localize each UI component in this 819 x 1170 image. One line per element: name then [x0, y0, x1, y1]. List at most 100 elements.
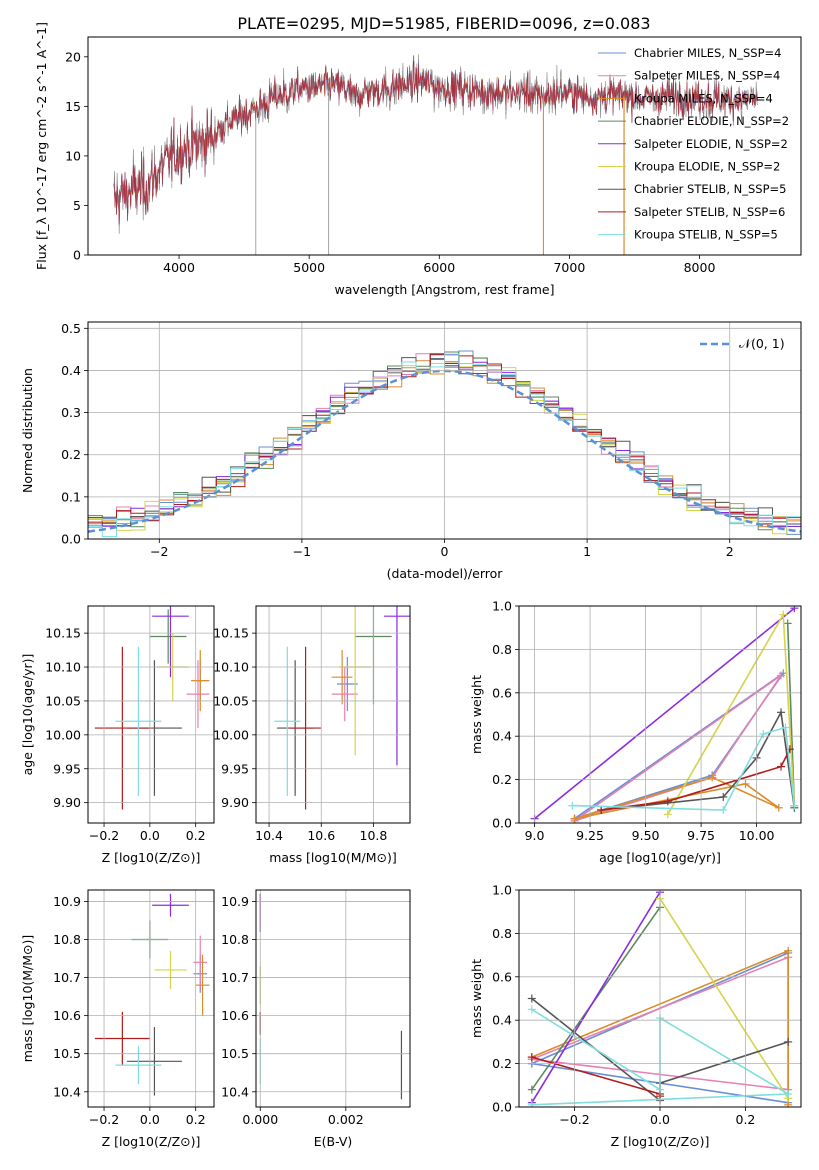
x-tick-label: 10.00: [739, 828, 775, 843]
y-tick-label: 10.4: [53, 1084, 81, 1099]
x-tick-label: 2: [726, 544, 734, 559]
legend-label: Kroupa STELIB, N_SSP=5: [634, 228, 778, 242]
axes-frame: [87, 321, 802, 540]
panel-massweight-vs-age: 9.0 9.25 9.50 9.75 10.00 0.0 0.2 0.4 0.6 0.8 1.0 ag…: [469, 599, 802, 865]
x-axis-label: Z [log10(Z/Z⊙)]: [611, 1134, 710, 1149]
y-tick-label: 0.8: [492, 926, 512, 941]
panel-mass-vs-Z: −0.2 0.0 0.2 10.4 10.5 10.6 10.7 10.8 10.9 Z [log…: [20, 889, 215, 1149]
plot-area: [259, 893, 403, 1100]
y-axis-label: age [log10(age/yr)]: [20, 654, 35, 776]
axes-frame: [255, 605, 411, 824]
series-line-salpeter_stelib: [601, 748, 791, 811]
x-tick-label: 0.2: [186, 1112, 206, 1127]
x-tick-label: 0.002: [328, 1112, 364, 1127]
y-tick-label: 10.8: [53, 932, 81, 947]
y-tick-label: 0.8: [492, 642, 512, 657]
y-tick-label: 0.4: [61, 363, 81, 378]
axes-frame: [87, 605, 215, 824]
y-tick-label: 10.15: [45, 626, 81, 641]
axes-frame: [87, 889, 215, 1108]
axes-frame: [518, 605, 802, 824]
y-tick-label: 10.7: [53, 970, 81, 985]
axes-frame: [255, 889, 411, 1108]
legend-label: Chabrier MILES, N_SSP=4: [634, 46, 781, 60]
y-tick-label: 1.0: [492, 599, 512, 614]
series-line-kroupa_elodie: [659, 898, 789, 1099]
figure-title: PLATE=0295, MJD=51985, FIBERID=0096, z=0…: [237, 14, 650, 33]
x-axis-label: wavelength [Angstrom, rest frame]: [334, 282, 554, 297]
plot-area: [94, 606, 210, 810]
x-tick-label: 7000: [553, 260, 585, 275]
legend-label: Salpeter MILES, N_SSP=4: [634, 69, 780, 83]
y-tick-label: 10.5: [53, 1046, 81, 1061]
x-tick-label: 0.2: [186, 828, 206, 843]
x-tick-label: 6000: [423, 260, 455, 275]
axes-frame: [518, 889, 802, 1108]
series-line-salpeter_miles: [574, 674, 782, 822]
x-axis-label: Z [log10(Z/Z⊙)]: [102, 1134, 201, 1149]
x-tick-label: −0.2: [89, 828, 119, 843]
x-tick-label: −2: [150, 544, 168, 559]
plot-area: [530, 606, 799, 823]
y-tick-label: 0.2: [61, 447, 81, 462]
y-tick-label: 0.2: [492, 772, 512, 787]
y-tick-label: 10.7: [221, 970, 249, 985]
axes-frame: [87, 36, 802, 256]
legend-label: Salpeter ELODIE, N_SSP=2: [634, 137, 788, 151]
x-tick-label: 10.4: [255, 828, 283, 843]
plot-area: [113, 54, 759, 255]
x-tick-label: 10.8: [360, 828, 388, 843]
x-tick-label: 1: [583, 544, 591, 559]
y-axis-label: mass weight: [469, 675, 484, 754]
y-tick-label: 10.9: [221, 894, 249, 909]
x-axis-label: age [log10(age/yr)]: [599, 850, 721, 865]
x-tick-label: −0.2: [89, 1112, 119, 1127]
y-tick-label: 10.15: [213, 626, 249, 641]
y-tick-label: 0.1: [61, 489, 81, 504]
x-tick-label: 0.0: [650, 1112, 670, 1127]
y-tick-label: 10.00: [45, 727, 81, 742]
legend-label: Salpeter STELIB, N_SSP=6: [634, 205, 785, 219]
x-axis-label: mass [log10(M/M⊙)]: [269, 850, 397, 865]
x-tick-label: 9.0: [525, 828, 545, 843]
y-tick-label: 0.0: [61, 532, 81, 547]
x-tick-label: 8000: [684, 260, 716, 275]
panel-mass-vs-ebv: 0.000 0.002 10.4 10.5 10.6 10.7 10.8 10.9 E(B-V): [221, 889, 411, 1149]
y-tick-label: 5: [73, 198, 81, 213]
y-tick-label: 9.90: [221, 795, 249, 810]
x-tick-label: 10.6: [307, 828, 335, 843]
y-tick-label: 10.05: [45, 693, 81, 708]
y-tick-label: 10.8: [221, 932, 249, 947]
y-tick-label: 20: [65, 49, 81, 64]
y-tick-label: 9.95: [221, 761, 249, 776]
x-tick-label: 9.25: [576, 828, 604, 843]
legend: 𝒩(0, 1): [700, 336, 785, 351]
y-tick-label: 0.6: [492, 685, 512, 700]
x-tick-label: −1: [293, 544, 311, 559]
y-tick-label: 10: [65, 148, 81, 163]
y-tick-label: 0.3: [61, 405, 81, 420]
panel-spectrum: 4000 5000 6000 7000 8000 0 5 10 15 20 wavelength […: [34, 22, 802, 297]
x-tick-label: 9.75: [687, 828, 715, 843]
x-tick-label: −0.2: [559, 1112, 589, 1127]
series-line-salpeter_elodie: [531, 891, 661, 1104]
panel-massweight-vs-Z: −0.2 0.0 0.2 0.0 0.2 0.4 0.6 0.8 1.0 Z [log10(Z/Z…: [469, 883, 802, 1149]
y-tick-label: 0.4: [492, 729, 512, 744]
y-tick-label: 10.4: [221, 1084, 249, 1099]
x-tick-label: 0.000: [242, 1112, 278, 1127]
x-tick-label: 0.2: [736, 1112, 756, 1127]
y-tick-label: 10.9: [53, 894, 81, 909]
y-tick-label: 0.0: [492, 1100, 512, 1115]
y-tick-label: 10.5: [221, 1046, 249, 1061]
series-line-salpeter_elodie: [533, 607, 795, 820]
x-tick-label: 5000: [293, 260, 325, 275]
y-tick-label: 10.6: [221, 1008, 249, 1023]
legend-label: Chabrier ELODIE, N_SSP=2: [634, 114, 789, 128]
x-tick-label: 0.0: [140, 1112, 160, 1127]
y-tick-label: 10.6: [53, 1008, 81, 1023]
y-axis-label: mass weight: [469, 959, 484, 1038]
y-tick-label: 15: [65, 99, 81, 114]
y-tick-label: 0.4: [492, 1013, 512, 1028]
legend-label: 𝒩(0, 1): [739, 336, 785, 351]
